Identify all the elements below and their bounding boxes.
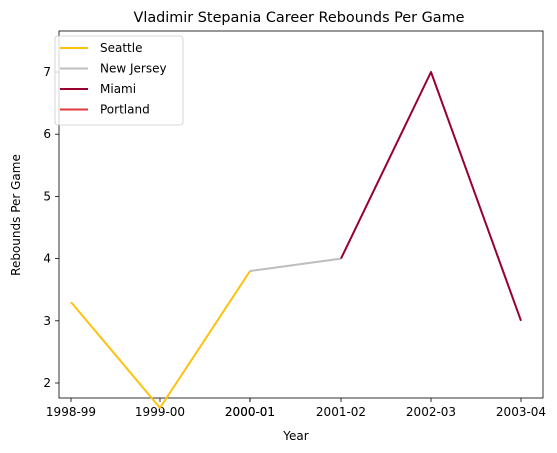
legend-label: Seattle — [100, 41, 142, 55]
x-tick-label: 1999-00 — [135, 405, 185, 419]
x-tick-label: 2001-02 — [316, 405, 366, 419]
y-tick-label: 2 — [43, 376, 51, 390]
series-line-new-jersey — [249, 257, 342, 273]
x-tick-label: 2000-01 — [225, 405, 275, 419]
x-tick-label: 2000-01 — [225, 405, 275, 419]
y-tick-label: 7 — [43, 65, 51, 79]
legend-box — [54, 35, 184, 126]
x-tick-label: 2003-04 — [496, 405, 546, 419]
plot-area — [58, 30, 544, 399]
series-lines — [70, 71, 522, 409]
x-tick-label: 2002-03 — [406, 405, 456, 419]
chart-title: Vladimir Stepania Career Rebounds Per Ga… — [133, 10, 464, 26]
legend-label: New Jersey — [100, 62, 167, 76]
x-tick-label: 1998-99 — [46, 405, 96, 419]
series-line-miami — [340, 71, 522, 322]
x-axis-label: Year — [282, 429, 308, 443]
y-tick-label: 4 — [43, 252, 51, 266]
legend-label: Portland — [100, 103, 150, 117]
y-tick-label: 5 — [43, 189, 51, 203]
legend: Seattle New Jersey Miami Portland — [54, 35, 184, 126]
y-tick-label: 3 — [43, 314, 51, 328]
legend-label: Miami — [100, 82, 136, 96]
series-line-seattle — [70, 270, 251, 409]
axes-frame — [58, 30, 544, 399]
y-axis-label: Rebounds Per Game — [9, 154, 23, 276]
y-axis-ticks: 2 3 4 5 6 7 — [43, 65, 59, 390]
y-tick-label: 6 — [43, 127, 51, 141]
